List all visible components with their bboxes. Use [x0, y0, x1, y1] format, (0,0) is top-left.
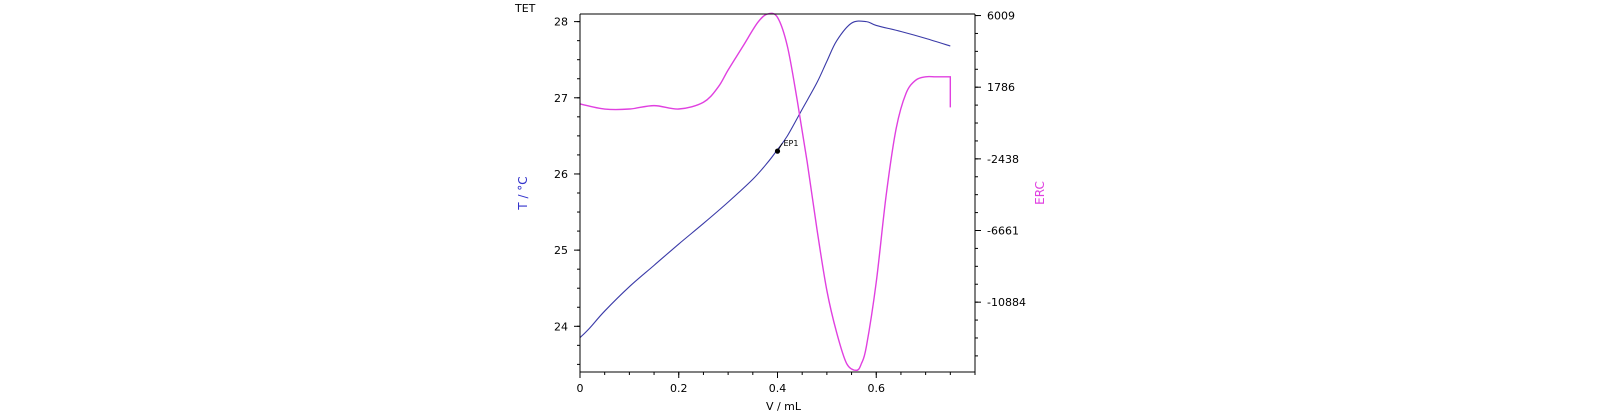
y-left-tick-label: 27 — [554, 92, 568, 105]
y-left-tick-label: 28 — [554, 16, 568, 29]
x-axis-label: V / mL — [766, 400, 802, 413]
chart-title: TET — [514, 2, 536, 15]
x-tick-label: 0.2 — [670, 382, 688, 395]
y-left-tick-label: 25 — [554, 244, 568, 257]
y-right-tick-label: -6661 — [987, 225, 1019, 238]
y-right-tick-label: -2438 — [987, 153, 1019, 166]
y-left-tick-label: 24 — [554, 320, 568, 333]
x-tick-label: 0.6 — [868, 382, 886, 395]
x-tick-label: 0.4 — [769, 382, 787, 395]
y-left-axis-label: T / °C — [516, 176, 530, 210]
y-right-tick-label: 1786 — [987, 81, 1015, 94]
series-line-erc — [579, 12, 952, 372]
y-right-axis-label: ERC — [1033, 181, 1047, 205]
y-right-tick-label: 6009 — [987, 10, 1015, 23]
x-tick-label: 0 — [577, 382, 584, 395]
endpoint-label: EP1 — [784, 139, 799, 148]
series-line-t — [579, 20, 951, 339]
y-right-tick-label: -10884 — [987, 296, 1026, 309]
endpoint-leader — [777, 142, 783, 152]
y-left-tick-label: 26 — [554, 168, 568, 181]
